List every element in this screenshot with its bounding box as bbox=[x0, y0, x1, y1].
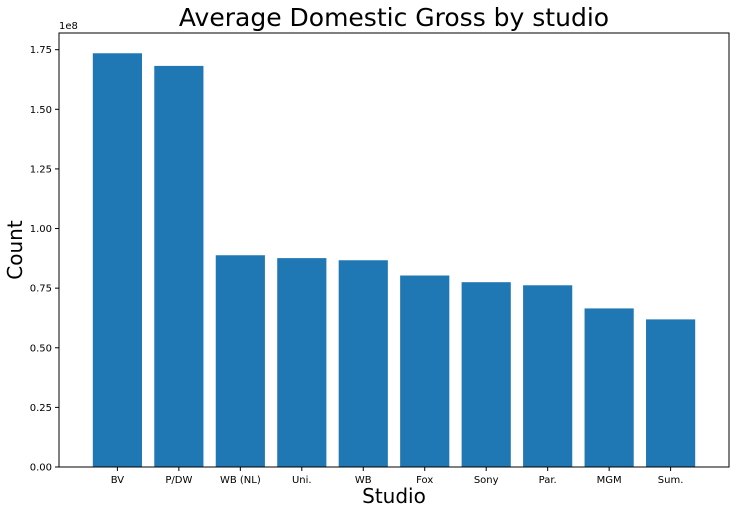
bars-group bbox=[92, 53, 696, 468]
y-tick-label: 1.25 bbox=[30, 164, 52, 175]
x-tick-label: MGM bbox=[597, 475, 622, 486]
x-axis-label: Studio bbox=[362, 484, 426, 508]
plot-frame bbox=[58, 32, 730, 468]
y-tick-label: 1.50 bbox=[30, 105, 52, 116]
x-tick-label: Par. bbox=[539, 475, 557, 486]
x-tick-label: P/DW bbox=[165, 475, 192, 486]
bar-wb-nl bbox=[215, 255, 265, 467]
y-axis-label: Count bbox=[3, 220, 27, 280]
y-tick-label: 0.75 bbox=[30, 284, 52, 295]
bar-fox bbox=[400, 275, 450, 467]
chart-title: Average Domestic Gross by studio bbox=[179, 3, 609, 32]
y-tick-label: 1.00 bbox=[30, 224, 52, 235]
y-tick-label: 0.25 bbox=[30, 403, 52, 414]
y-offset-label: 1e8 bbox=[59, 21, 78, 32]
bar-par bbox=[523, 285, 573, 467]
x-axis: BV P/DW WB (NL) Uni. WB Fox Sony Par. MGM Sum. bbox=[111, 467, 684, 486]
x-tick-label: Sony bbox=[474, 475, 499, 486]
y-tick-label: 0.50 bbox=[30, 343, 52, 354]
x-tick-label: WB bbox=[355, 475, 372, 486]
bar-uni bbox=[277, 258, 327, 467]
bar-p-dw bbox=[154, 65, 204, 468]
x-tick-label: Fox bbox=[416, 475, 433, 486]
y-tick-label: 0.00 bbox=[30, 463, 52, 474]
y-axis: 0.00 0.25 0.50 0.75 1.00 1.25 1.50 1.75 bbox=[30, 45, 59, 474]
y-tick-label: 1.75 bbox=[30, 45, 52, 56]
bar-sony bbox=[461, 282, 511, 467]
x-tick-label: WB (NL) bbox=[220, 475, 261, 486]
x-tick-label: Uni. bbox=[292, 475, 312, 486]
bar-mgm bbox=[584, 308, 634, 467]
bar-sum bbox=[646, 319, 696, 467]
x-tick-label: BV bbox=[111, 475, 125, 486]
x-tick-label: Sum. bbox=[658, 475, 684, 486]
bar-bv bbox=[92, 53, 142, 468]
bar-wb bbox=[338, 260, 388, 467]
